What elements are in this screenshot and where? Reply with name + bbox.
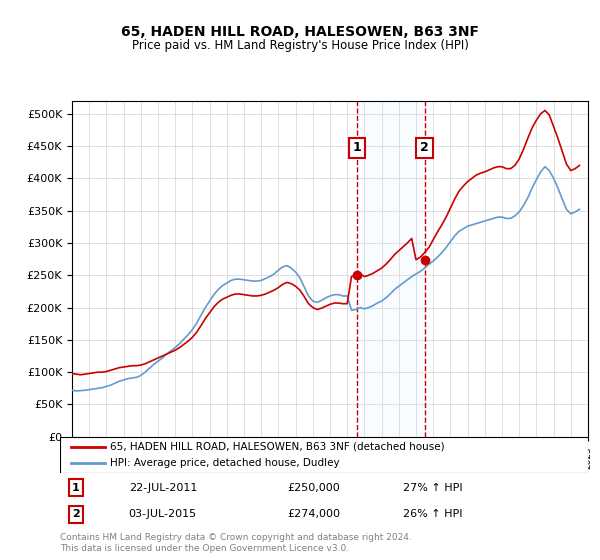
Text: 26% ↑ HPI: 26% ↑ HPI: [403, 509, 463, 519]
Text: Price paid vs. HM Land Registry's House Price Index (HPI): Price paid vs. HM Land Registry's House …: [131, 39, 469, 52]
Text: 65, HADEN HILL ROAD, HALESOWEN, B63 3NF: 65, HADEN HILL ROAD, HALESOWEN, B63 3NF: [121, 25, 479, 39]
Bar: [356, 101, 425, 437]
FancyBboxPatch shape: [60, 437, 588, 473]
Text: 03-JUL-2015: 03-JUL-2015: [128, 509, 197, 519]
Text: 22-JUL-2011: 22-JUL-2011: [128, 483, 197, 493]
Text: 2: 2: [72, 509, 80, 519]
Text: £274,000: £274,000: [287, 509, 340, 519]
Text: Contains HM Land Registry data © Crown copyright and database right 2024.
This d: Contains HM Land Registry data © Crown c…: [60, 533, 412, 553]
Text: HPI: Average price, detached house, Dudley: HPI: Average price, detached house, Dudl…: [110, 458, 340, 468]
Text: 65, HADEN HILL ROAD, HALESOWEN, B63 3NF (detached house): 65, HADEN HILL ROAD, HALESOWEN, B63 3NF …: [110, 442, 445, 452]
Text: £250,000: £250,000: [287, 483, 340, 493]
Text: 2: 2: [420, 141, 429, 155]
Text: 1: 1: [352, 141, 361, 155]
Text: 1: 1: [72, 483, 80, 493]
Text: 27% ↑ HPI: 27% ↑ HPI: [403, 483, 463, 493]
